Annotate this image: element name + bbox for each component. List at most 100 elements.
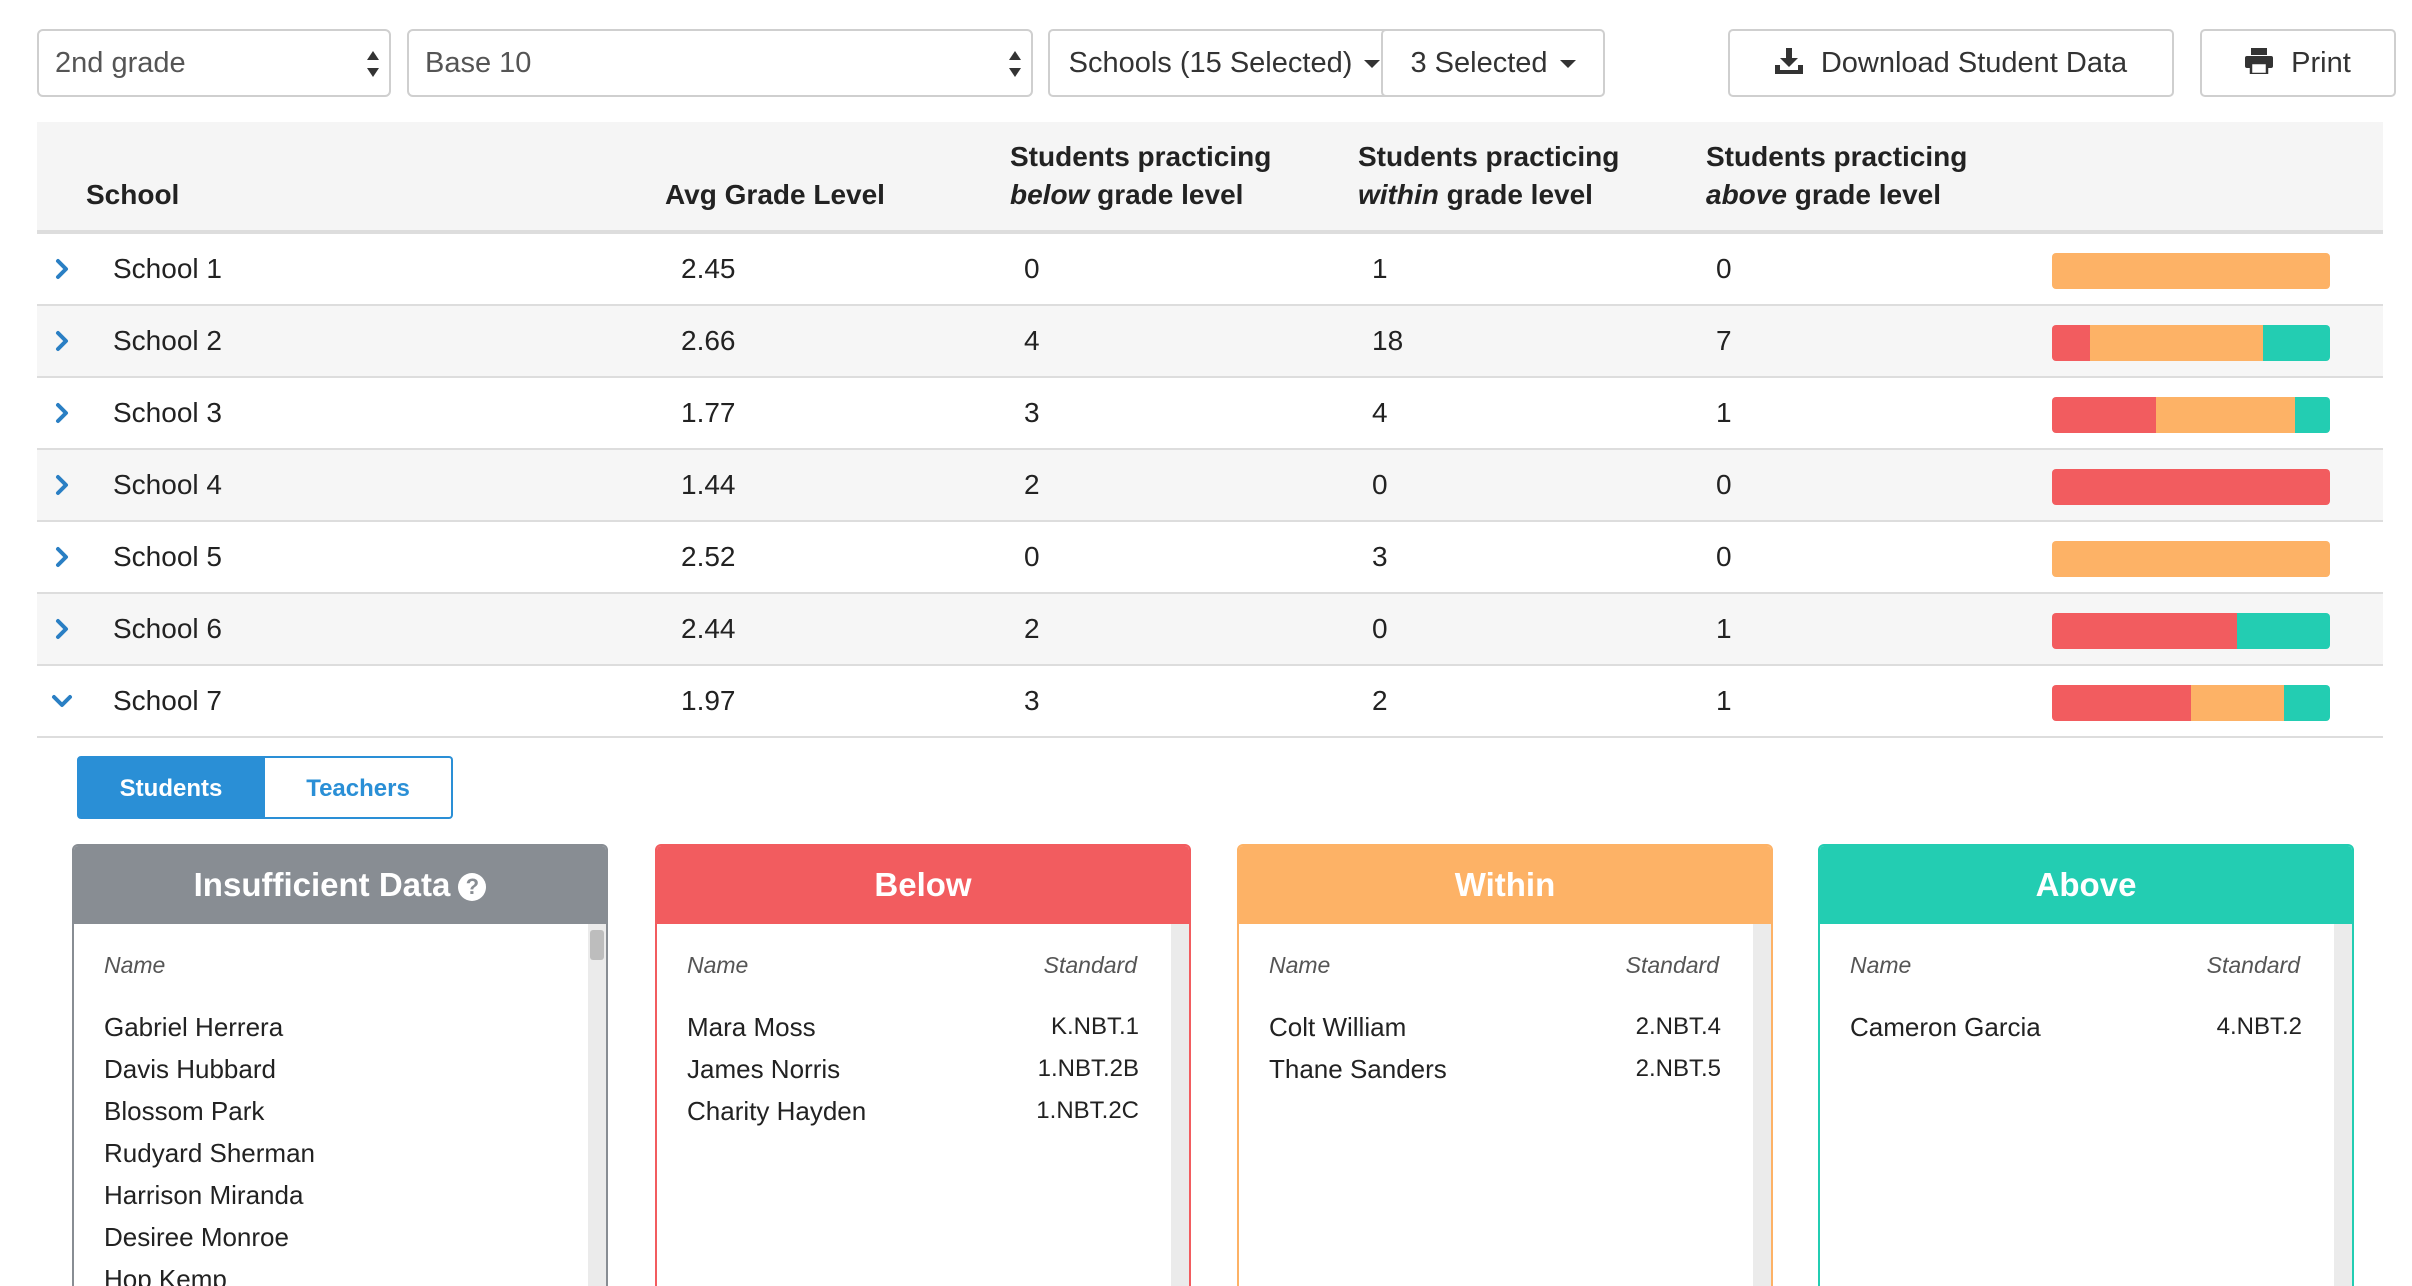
cell-above: 1 xyxy=(1716,685,1732,716)
student-standard: 4.NBT.2 xyxy=(2216,1013,2302,1040)
schools-dropdown[interactable]: Schools (15 Selected) xyxy=(1048,29,1401,97)
table-body: School 1 2.45 0 1 0 School 2 2.66 4 18 7 School 3 1… xyxy=(37,234,2383,738)
cell-within: 18 xyxy=(1372,325,1404,356)
standard-column-header: Standard xyxy=(1625,952,1719,978)
tab-students[interactable]: Students xyxy=(77,756,265,819)
insufficient-student-list: Gabriel Herrera Davis Hubbard Blossom Park… xyxy=(104,1006,556,1286)
chevron-right-icon[interactable] xyxy=(51,474,73,496)
cell-above: 1 xyxy=(1716,613,1732,644)
insufficient-panel-body: Name Gabriel Herrera Davis Hubbard Blossom… xyxy=(74,924,606,1286)
toolbar: 2nd grade Base 10 Schools (15 Selected) … xyxy=(37,29,2412,99)
distribution-bar xyxy=(2052,469,2330,505)
table-row[interactable]: School 3 1.77 3 4 1 xyxy=(37,378,2383,450)
table-row[interactable]: School 7 1.97 3 2 1 xyxy=(37,666,2383,738)
cell-below: 4 xyxy=(1024,325,1040,356)
download-student-data-button[interactable]: Download Student Data xyxy=(1728,29,2174,97)
table-header: School Avg Grade Level Students practici… xyxy=(37,122,2383,234)
bar-segment-below xyxy=(2052,325,2091,361)
student-list-item[interactable]: Colt William 2.NBT.4 xyxy=(1269,1006,1721,1048)
header-within: Students practicing within grade level xyxy=(1358,138,1619,214)
cell-above: 0 xyxy=(1716,541,1732,572)
student-list-item[interactable]: Cameron Garcia 4.NBT.2 xyxy=(1850,1006,2302,1048)
student-list-item[interactable]: Desiree Monroe xyxy=(104,1222,289,1252)
table-row[interactable]: School 5 2.52 0 3 0 xyxy=(37,522,2383,594)
cell-above: 7 xyxy=(1716,325,1732,356)
cell-school[interactable]: School 2 xyxy=(113,325,222,356)
print-label: Print xyxy=(2291,47,2351,79)
student-list-item[interactable]: James Norris 1.NBT.2B xyxy=(687,1048,1139,1090)
header-within-suffix: grade level xyxy=(1446,179,1593,210)
cell-below: 3 xyxy=(1024,685,1040,716)
cell-school[interactable]: School 7 xyxy=(113,685,222,716)
selected-dropdown[interactable]: 3 Selected xyxy=(1381,29,1605,97)
chevron-right-icon[interactable] xyxy=(51,402,73,424)
cell-avg: 1.97 xyxy=(681,685,736,716)
header-below-em: below xyxy=(1010,179,1090,210)
student-list-item[interactable]: Davis Hubbard xyxy=(104,1054,276,1084)
cell-within: 0 xyxy=(1372,469,1388,500)
cell-within: 3 xyxy=(1372,541,1388,572)
bar-segment-below xyxy=(2052,469,2330,505)
chevron-right-icon[interactable] xyxy=(51,330,73,352)
student-list-item[interactable]: Harrison Miranda xyxy=(104,1180,304,1210)
tab-teachers[interactable]: Teachers xyxy=(265,756,453,819)
below-panel-header: Below xyxy=(657,846,1189,924)
cell-below: 2 xyxy=(1024,469,1040,500)
table-row[interactable]: School 2 2.66 4 18 7 xyxy=(37,306,2383,378)
bar-segment-above xyxy=(2295,397,2330,433)
cell-school[interactable]: School 4 xyxy=(113,469,222,500)
cell-below: 0 xyxy=(1024,541,1040,572)
scrollbar[interactable] xyxy=(588,924,606,1286)
header-avg-grade: Avg Grade Level xyxy=(665,179,885,210)
header-school: School xyxy=(86,179,180,210)
cell-below: 2 xyxy=(1024,613,1040,644)
chevron-right-icon[interactable] xyxy=(51,258,73,280)
table-row[interactable]: School 4 1.44 2 0 0 xyxy=(37,450,2383,522)
standard-column-header: Standard xyxy=(2206,952,2300,978)
below-panel: Below Name Standard Mara Moss K.NBT.1 Jame… xyxy=(655,844,1191,1286)
schools-table: School Avg Grade Level Students practici… xyxy=(37,122,2383,738)
domain-select[interactable]: Base 10 xyxy=(407,29,1033,97)
name-column-header: Name xyxy=(1269,952,1331,978)
table-row[interactable]: School 1 2.45 0 1 0 xyxy=(37,234,2383,306)
student-list-item[interactable]: Mara Moss K.NBT.1 xyxy=(687,1006,1139,1048)
within-panel-body: Name Standard Colt William 2.NBT.4 Thane S… xyxy=(1239,924,1771,1286)
distribution-bar xyxy=(2052,685,2330,721)
scrollbar[interactable] xyxy=(1753,924,1771,1286)
cell-avg: 2.52 xyxy=(681,541,736,572)
cell-school[interactable]: School 1 xyxy=(113,253,222,284)
student-list-item[interactable]: Gabriel Herrera xyxy=(104,1012,284,1042)
download-label: Download Student Data xyxy=(1820,47,2128,79)
chevron-down-icon[interactable] xyxy=(51,690,73,712)
student-list-item[interactable]: Hop Kemp xyxy=(104,1264,227,1286)
cell-avg: 1.44 xyxy=(681,469,736,500)
insufficient-data-panel: Insufficient Data? Name Gabriel Herrera D… xyxy=(72,844,608,1286)
bar-segment-above xyxy=(2237,613,2330,649)
above-panel-header: Above xyxy=(1820,846,2352,924)
student-list-item[interactable]: Charity Hayden 1.NBT.2C xyxy=(687,1090,1139,1132)
scrollbar-thumb[interactable] xyxy=(590,930,604,960)
within-panel-header: Within xyxy=(1239,846,1771,924)
chevron-right-icon[interactable] xyxy=(51,546,73,568)
scrollbar[interactable] xyxy=(2334,924,2352,1286)
standard-column-header: Standard xyxy=(1043,952,1137,978)
bar-segment-within xyxy=(2052,253,2330,289)
name-column-header: Name xyxy=(104,952,166,978)
cell-avg: 2.44 xyxy=(681,613,736,644)
grade-select[interactable]: 2nd grade xyxy=(37,29,391,97)
cell-school[interactable]: School 3 xyxy=(113,397,222,428)
cell-within: 2 xyxy=(1372,685,1388,716)
cell-school[interactable]: School 6 xyxy=(113,613,222,644)
student-list-item[interactable]: Blossom Park xyxy=(104,1096,265,1126)
help-icon[interactable]: ? xyxy=(458,873,487,901)
name-column-header: Name xyxy=(1850,952,1912,978)
bar-segment-above xyxy=(2262,325,2330,361)
print-button[interactable]: Print xyxy=(2200,29,2396,97)
chevron-right-icon[interactable] xyxy=(51,618,73,640)
scrollbar[interactable] xyxy=(1171,924,1189,1286)
table-row[interactable]: School 6 2.44 2 0 1 xyxy=(37,594,2383,666)
cell-school[interactable]: School 5 xyxy=(113,541,222,572)
student-list-item[interactable]: Rudyard Sherman xyxy=(104,1138,315,1168)
student-list-item[interactable]: Thane Sanders 2.NBT.5 xyxy=(1269,1048,1721,1090)
student-standard: 1.NBT.2B xyxy=(1037,1055,1139,1082)
